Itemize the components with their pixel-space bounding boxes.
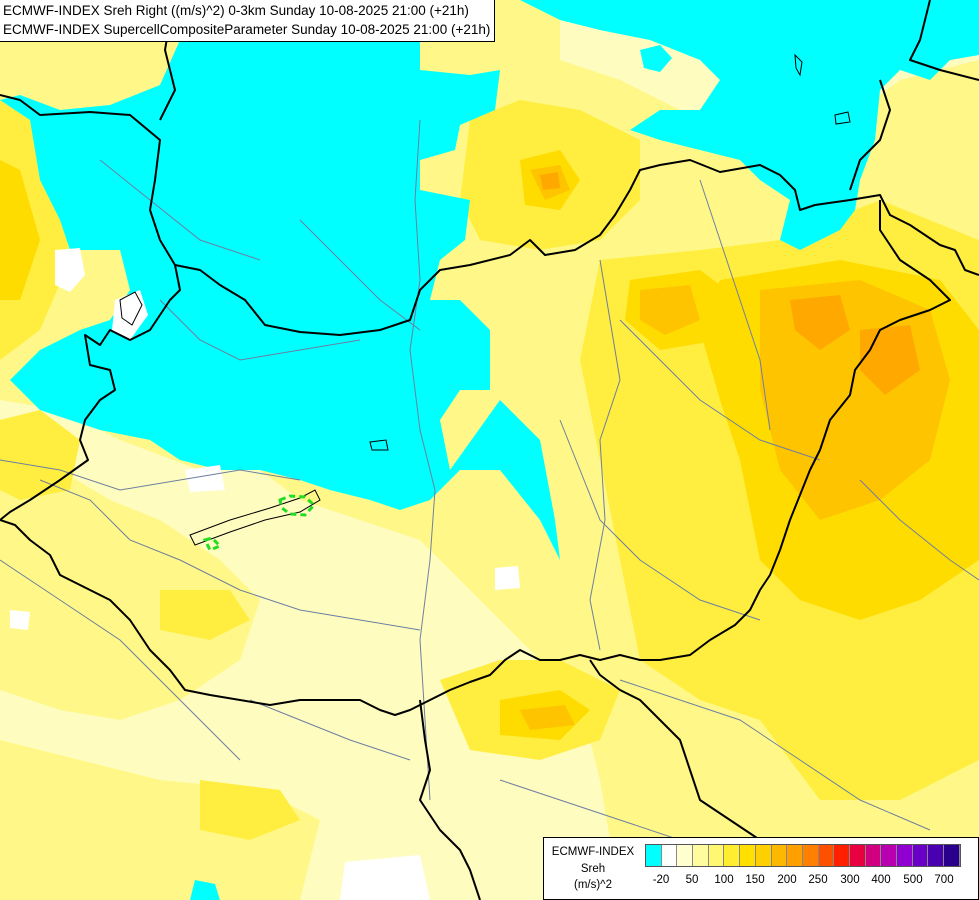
field-orange-strong [540,172,920,395]
legend-swatch [802,845,819,866]
field-cyan-main [0,0,560,560]
legend-variable: Sreh [580,863,606,875]
legend-tick-label: 50 [685,874,699,886]
field-cyan-south [190,880,220,900]
legend-swatch [661,845,678,866]
legend-swatch [944,845,960,866]
legend-tick-label: 500 [903,874,923,886]
legend-swatch [849,845,866,866]
legend-swatch [928,845,945,866]
legend-tick-label: 700 [934,874,954,886]
color-legend: ECMWF-INDEX Sreh (m/s)^2 -20 50 100 150 200 2… [543,837,979,900]
legend-tick-label: -20 [652,874,670,886]
legend-tick-label: 100 [714,874,734,886]
lakes [119,53,851,546]
legend-tick-label: 200 [777,874,797,886]
legend-swatch [787,845,803,866]
legend-tick-label: 150 [745,874,765,886]
legend-swatch [865,845,882,866]
map-header: ECMWF-INDEX Sreh Right ((m/s)^2) 0-3km S… [0,0,496,42]
header-line-scp: ECMWF-INDEX SupercellCompositeParameter … [3,22,491,37]
header-line-sreh: ECMWF-INDEX Sreh Right ((m/s)^2) 0-3km S… [3,3,469,18]
scp-contours [202,494,317,552]
legend-swatch [740,845,756,866]
legend-swatch [881,845,897,866]
legend-swatch [818,845,835,866]
legend-tick-label: 400 [871,874,891,886]
legend-unit: (m/s)^2 [574,879,612,891]
legend-swatch [771,845,788,866]
legend-tick-label: 250 [808,874,828,886]
legend-swatch [693,845,709,866]
field-cyan-ne [520,0,979,250]
legend-swatch [677,845,694,866]
legend-swatch [724,845,741,866]
legend-color-bar [645,844,961,867]
field-cyan-blob [640,45,672,72]
legend-swatch [897,845,913,866]
field-white [10,248,520,900]
legend-swatch [834,845,850,866]
legend-ticks: -20 50 100 150 200 250 300 400 500 700 [645,874,975,890]
legend-title: ECMWF-INDEX [551,846,635,858]
rivers [0,119,979,881]
legend-swatch [708,845,725,866]
legend-swatch [755,845,772,866]
legend-swatch [912,845,929,866]
legend-tick-label: 300 [840,874,860,886]
legend-swatch [646,845,662,866]
